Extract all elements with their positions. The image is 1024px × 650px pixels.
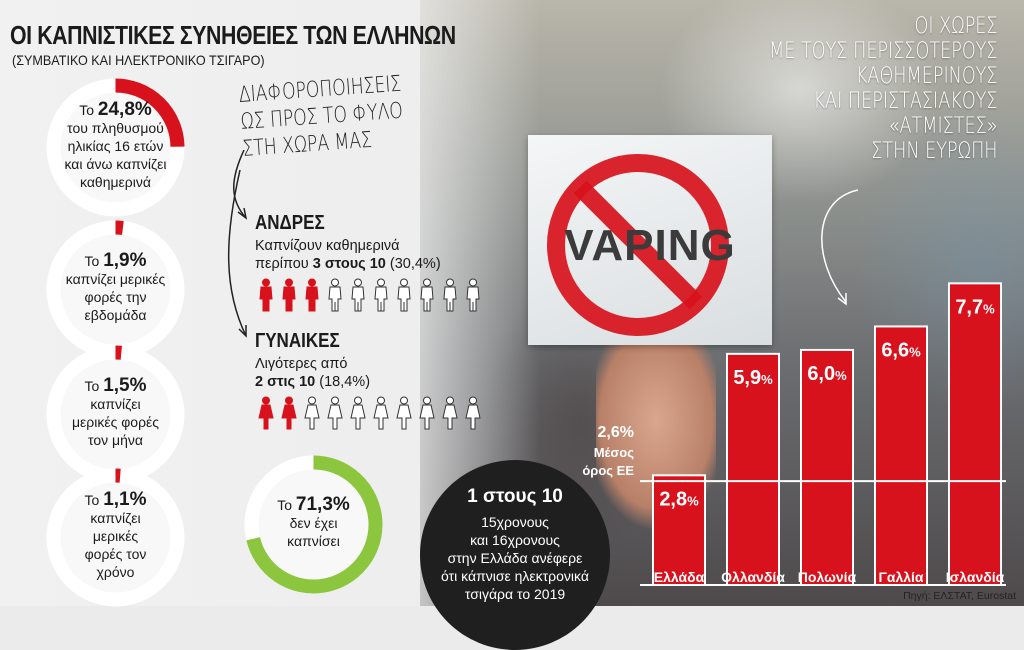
title-arrow — [822, 190, 858, 302]
bar — [875, 326, 927, 585]
bar-value-unit: % — [687, 493, 699, 508]
x-tick-label: Πολωνία — [798, 569, 857, 585]
bar-value-unit: % — [761, 372, 773, 387]
bar-value-unit: % — [835, 368, 847, 383]
eu-average-label: Μέσος — [594, 445, 635, 460]
x-tick-label: Ολλανδία — [721, 569, 785, 585]
bar-value-unit: % — [909, 344, 921, 359]
title-arrow-head — [838, 293, 846, 304]
bar-value-number: 6,0 — [807, 363, 835, 385]
x-tick-label: Ισλανδία — [946, 569, 1005, 585]
bar — [949, 283, 1001, 585]
bar-value-number: 6,6 — [881, 339, 909, 361]
x-tick-label: Γαλλία — [878, 569, 923, 585]
bar-value-unit: % — [983, 301, 995, 316]
eu-average-label: όρος ΕΕ — [582, 463, 634, 478]
bar-value-number: 2,8 — [659, 488, 687, 510]
x-tick-label: Ελλάδα — [654, 569, 705, 585]
source-note: Πηγή: ΕΛΣΤΑΤ, Eurostat — [903, 590, 1016, 602]
bar-value-number: 5,9 — [733, 367, 761, 389]
bar-value-number: 7,7 — [955, 296, 983, 318]
eu-average-value: 2,6% — [598, 424, 634, 441]
bar — [801, 350, 853, 585]
